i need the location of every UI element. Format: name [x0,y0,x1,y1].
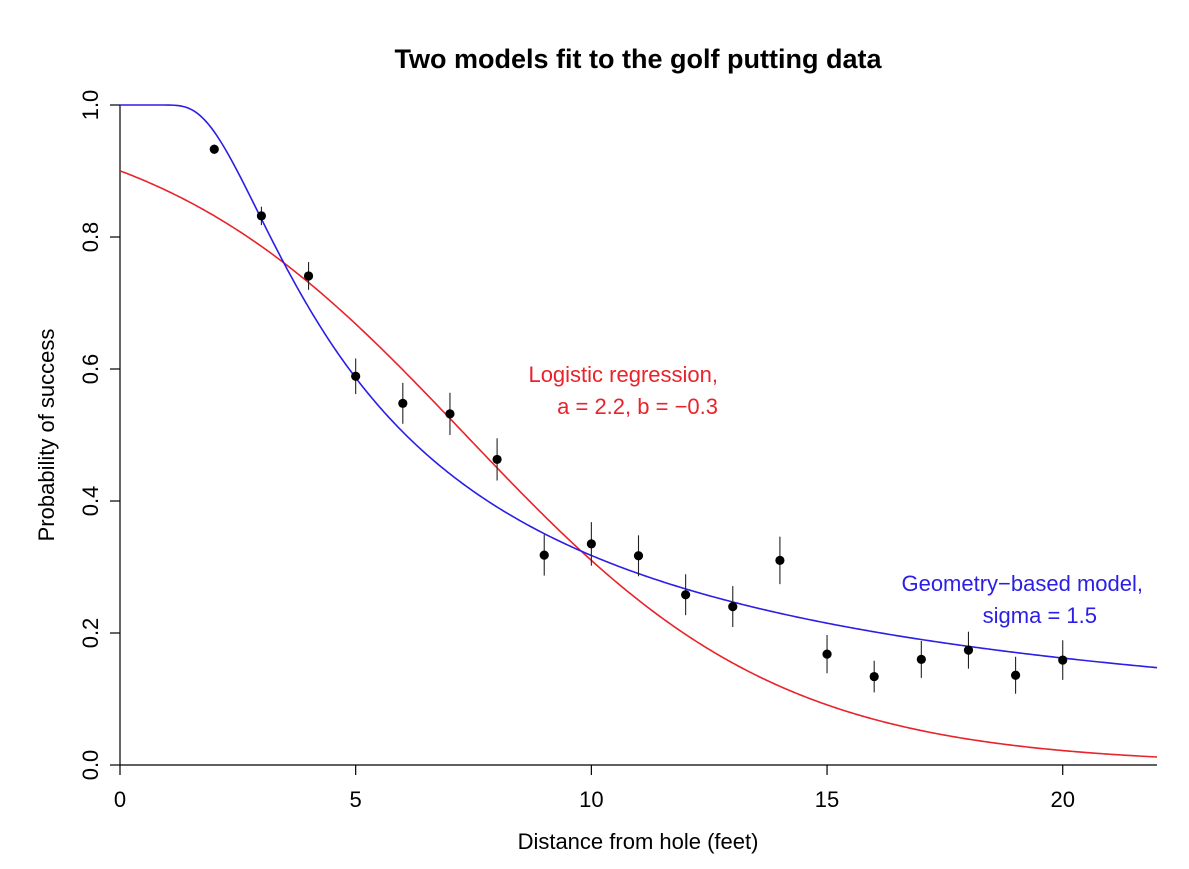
data-point [1058,655,1068,665]
data-point [963,645,974,655]
y-ticks: 0.0 0.2 0.4 0.6 0.8 1.0 [78,90,120,781]
x-tick-label: 20 [1050,787,1074,812]
y-tick-label: 1.0 [78,90,103,121]
data-point [633,551,644,561]
y-tick-label: 0.8 [78,222,103,253]
x-tick-label: 0 [114,787,126,812]
x-tick-label: 10 [579,787,603,812]
geometry-label-line1: Geometry−based model, [901,571,1143,596]
data-point [492,454,502,465]
data-point [445,409,455,419]
logistic-label-line1: Logistic regression, [528,362,718,387]
y-axis-label: Probability of success [34,329,59,542]
x-axis-label: Distance from hole (feet) [518,829,759,854]
geometry-label-line2: sigma = 1.5 [983,603,1097,628]
data-point [681,590,691,600]
y-tick-label: 0.6 [78,354,103,385]
data-point [916,654,926,665]
y-tick-label: 0.4 [78,486,103,517]
data-point [1010,670,1021,680]
data-point [539,550,549,560]
data-point [728,602,738,612]
data-points [209,144,1068,694]
data-point [256,211,267,221]
logistic-label-line2: a = 2.2, b = −0.3 [557,394,718,419]
chart-title: Two models fit to the golf putting data [395,44,883,74]
x-ticks: 0 5 10 15 20 [114,765,1075,812]
axes [119,105,1157,766]
data-point [775,555,785,566]
data-point [586,539,596,549]
data-point [398,398,408,408]
x-tick-label: 15 [815,787,839,812]
data-point [351,371,361,381]
logistic-curve [119,170,1158,758]
data-point [209,144,219,154]
y-tick-label: 0.0 [78,750,103,781]
data-point [869,671,879,682]
x-tick-label: 5 [350,787,362,812]
y-tick-label: 0.2 [78,618,103,649]
model-curves [119,104,1158,758]
data-point [822,649,832,659]
data-point [303,271,314,281]
